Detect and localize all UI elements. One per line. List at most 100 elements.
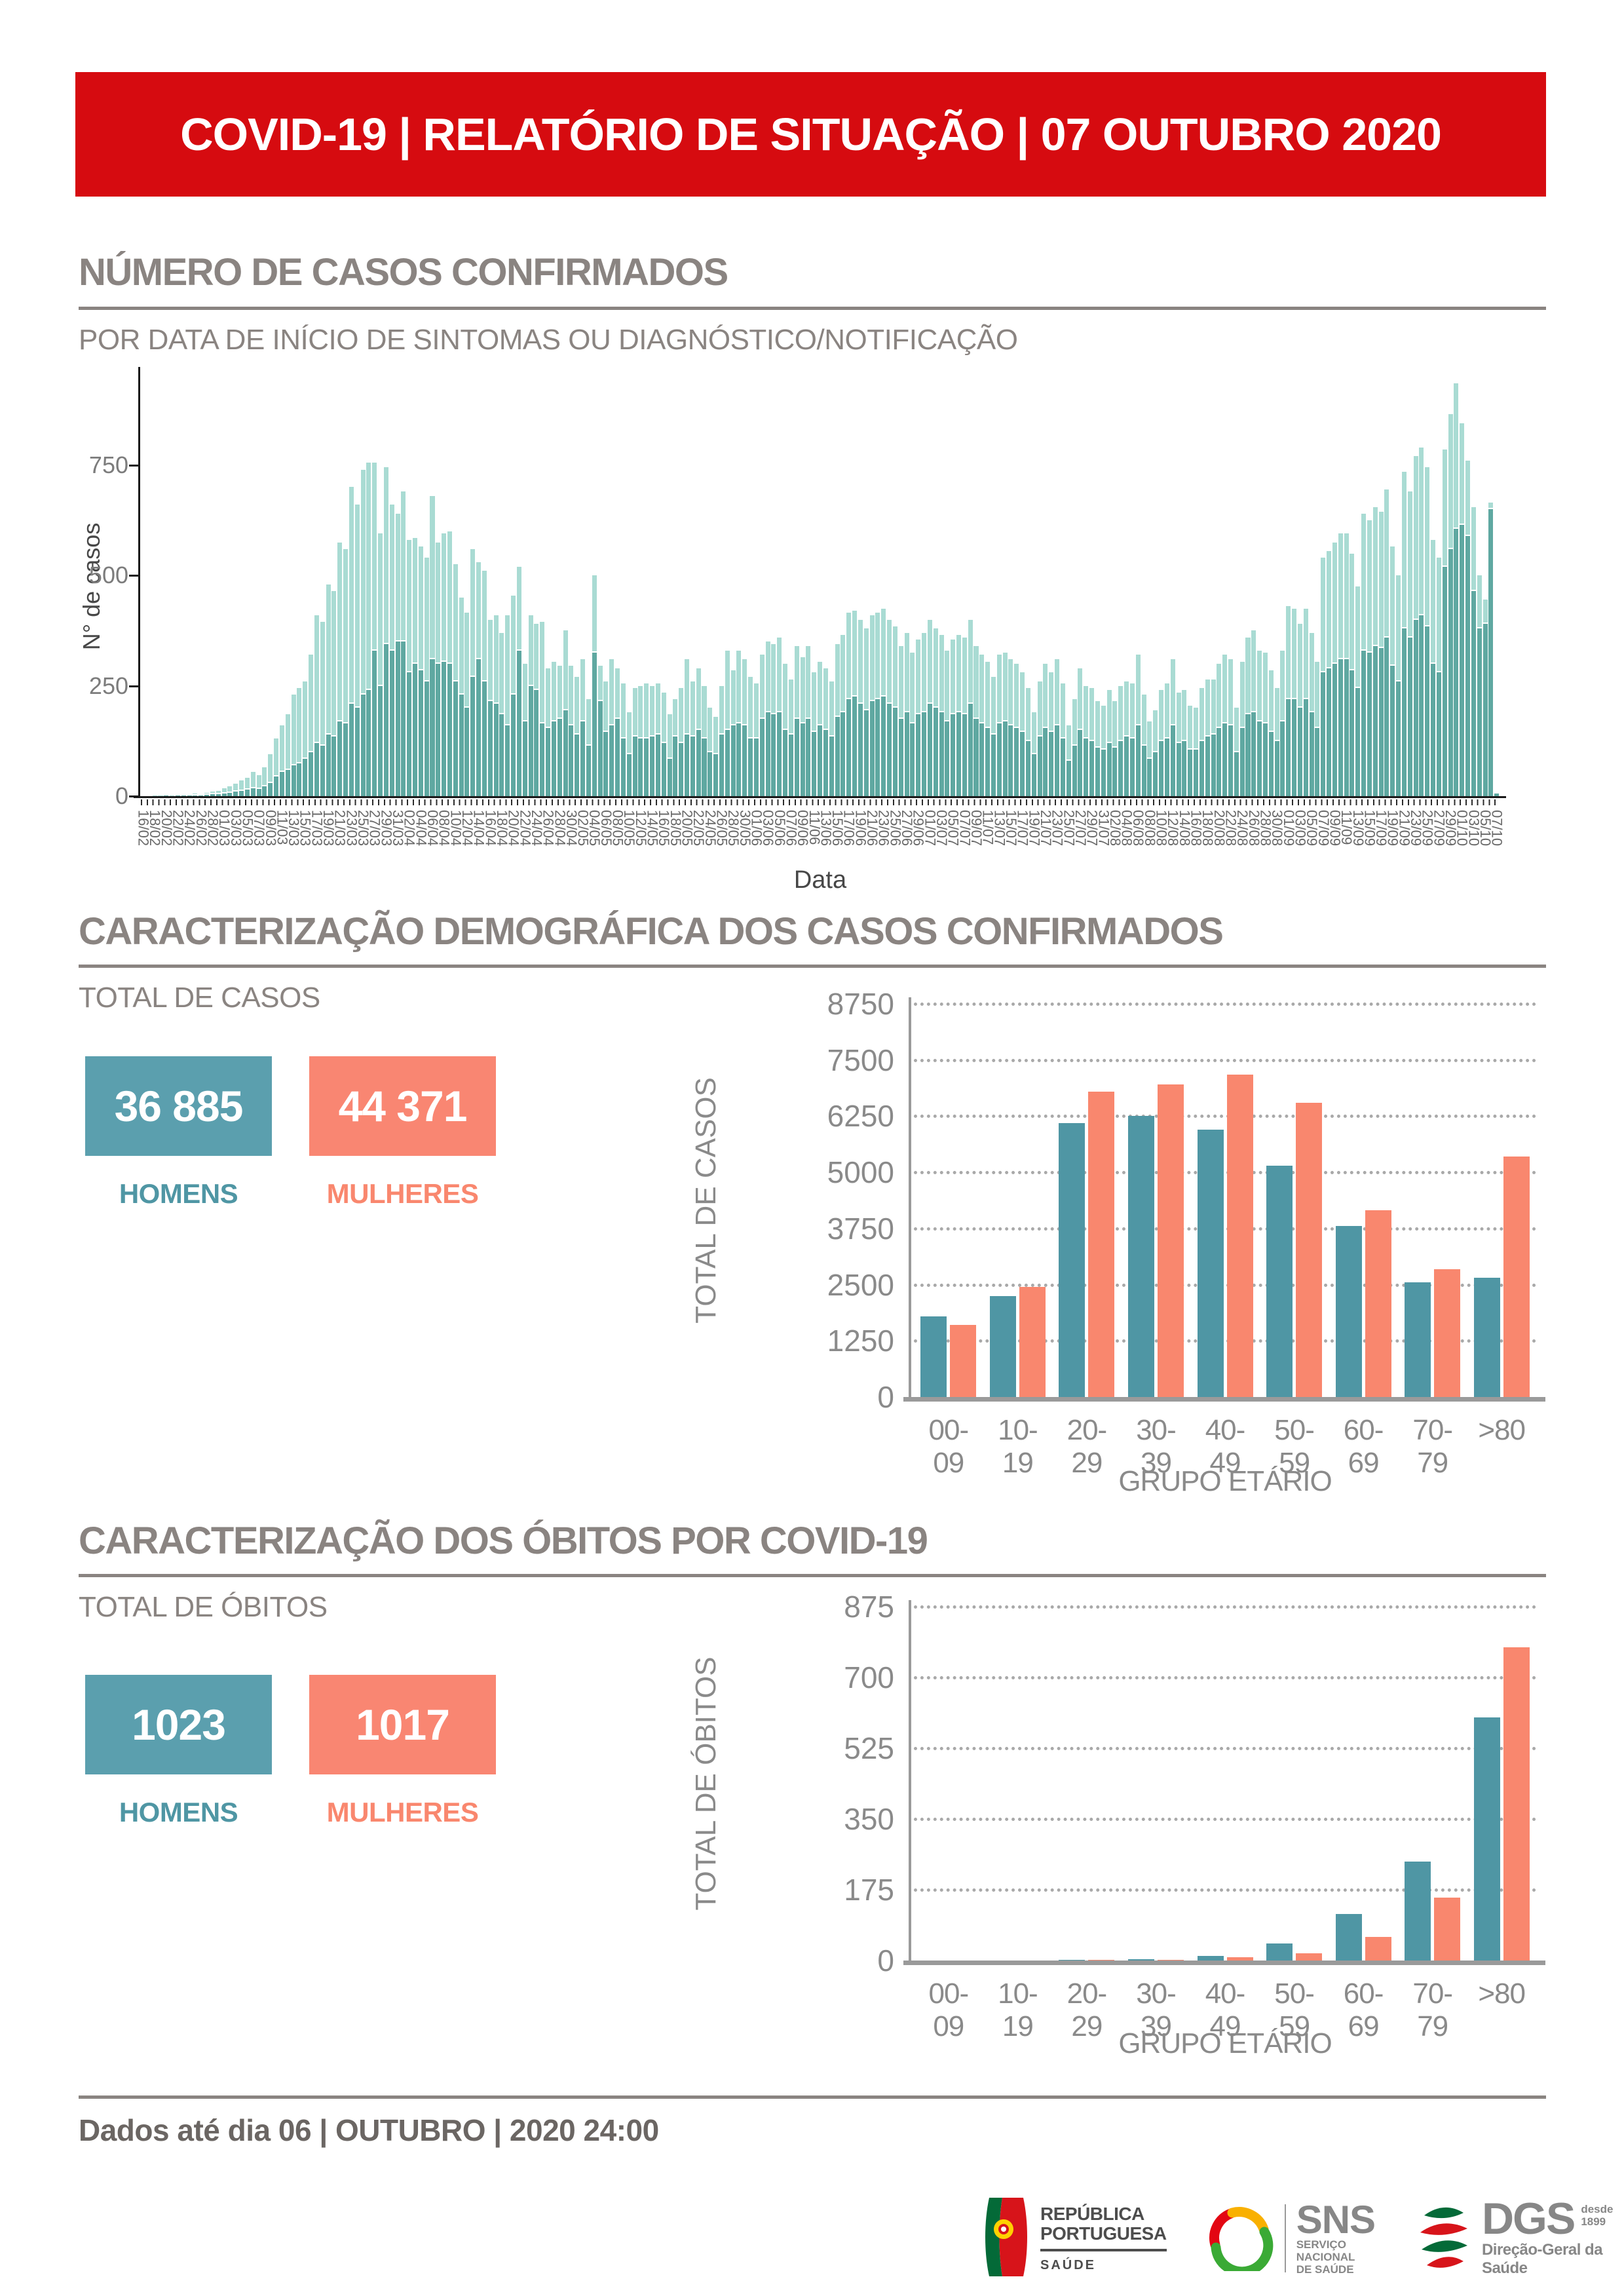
daily-bar-dark bbox=[1205, 735, 1210, 796]
daily-bar-light bbox=[285, 714, 290, 796]
daily-bar-dark bbox=[349, 702, 354, 796]
chart1-x-tick-label: 05/10 bbox=[1477, 810, 1494, 847]
daily-bar-dark bbox=[800, 721, 805, 796]
daily-bar-dark bbox=[1262, 721, 1268, 796]
chart1-x-tick-label: 29/07 bbox=[1084, 810, 1101, 847]
chart1-x-tick-label: 10/08 bbox=[1153, 810, 1170, 847]
chart3-bar-mulheres bbox=[1365, 1937, 1391, 1961]
chart2-y-tick-label: 2500 bbox=[827, 1267, 894, 1302]
chart2-category-label: 10-19 bbox=[998, 1414, 1038, 1479]
daily-bar-dark bbox=[360, 693, 366, 796]
daily-bar-dark bbox=[1222, 721, 1228, 796]
daily-bar-dark bbox=[378, 684, 383, 796]
chart1-y-tick-mark bbox=[129, 795, 138, 797]
daily-bar-dark bbox=[198, 794, 204, 796]
chart1-x-tick-label: 20/04 bbox=[505, 810, 522, 847]
chart3-y-axis-title: TOTAL DE ÓBITOS bbox=[690, 1656, 722, 1911]
daily-bar-dark bbox=[661, 742, 666, 796]
daily-bar-dark bbox=[447, 662, 452, 796]
chart2-category-label: 40-49 bbox=[1205, 1414, 1246, 1479]
chart1-x-tick-label: 09/03 bbox=[262, 810, 279, 847]
daily-bar-light bbox=[326, 584, 331, 796]
chart1-x-tick-label: 11/07 bbox=[979, 810, 996, 845]
daily-bar-dark bbox=[1228, 724, 1234, 796]
chart2-gridline bbox=[914, 1003, 1536, 1006]
daily-bar-dark bbox=[898, 718, 903, 796]
daily-bar-dark bbox=[557, 718, 562, 796]
daily-bar-dark bbox=[1153, 750, 1158, 796]
chart1-x-tick-label: 15/07 bbox=[1003, 810, 1019, 847]
stat-men-cases-label: HOMENS bbox=[119, 1178, 238, 1209]
daily-bar-light bbox=[540, 621, 545, 796]
daily-bar-dark bbox=[1431, 662, 1436, 796]
chart1-x-tick-label: 05/07 bbox=[945, 810, 962, 847]
daily-bar-dark bbox=[470, 676, 476, 796]
chart2-bar-homens bbox=[1405, 1282, 1431, 1397]
daily-bar-dark bbox=[337, 719, 343, 796]
daily-bar-dark bbox=[1014, 726, 1019, 796]
chart1-x-tick-label: 14/08 bbox=[1176, 810, 1193, 847]
daily-bar-dark bbox=[968, 702, 973, 796]
daily-bar-dark bbox=[476, 658, 482, 796]
chart1-x-tick-label: 10/04 bbox=[447, 810, 464, 847]
daily-bar-light bbox=[303, 681, 308, 796]
chart2-gridline bbox=[914, 1227, 1536, 1231]
daily-bar-dark bbox=[1390, 664, 1395, 796]
chart1-x-tick-label: 17/09 bbox=[1373, 810, 1390, 847]
report-title: COVID-19 | RELATÓRIO DE SITUAÇÃO | 07 OU… bbox=[180, 109, 1442, 160]
daily-bar-dark bbox=[493, 702, 499, 796]
chart1-x-tick-label: 21/07 bbox=[1038, 810, 1054, 847]
chart1-x-axis-ticks bbox=[141, 799, 1500, 805]
daily-bar-dark bbox=[1309, 711, 1314, 796]
daily-bar-dark bbox=[962, 713, 967, 796]
chart1-x-tick-label: 21/09 bbox=[1396, 810, 1413, 847]
chart1-x-tick-label: 27/03 bbox=[366, 810, 383, 847]
daily-bar-dark bbox=[806, 718, 811, 796]
daily-bar-dark bbox=[632, 735, 637, 796]
section-cases-rule bbox=[79, 307, 1546, 310]
daily-bar-dark bbox=[331, 735, 337, 796]
footer-logos: REPÚBLICA PORTUGUESA SAÚDE SNS SERVIÇO N… bbox=[983, 2186, 1613, 2291]
daily-bar-dark bbox=[418, 669, 423, 796]
chart3-category-label: 60-69 bbox=[1343, 1978, 1384, 2042]
chart3-y-tick-label: 0 bbox=[877, 1943, 894, 1978]
daily-bar-dark bbox=[528, 684, 533, 796]
chart1-x-tick-label: 18/02 bbox=[147, 810, 164, 847]
chart2-bar-mulheres bbox=[1365, 1210, 1391, 1397]
daily-bar-dark bbox=[846, 697, 852, 796]
chart1-x-tick-label: 28/04 bbox=[552, 810, 569, 847]
chart1-x-tick-label: 03/03 bbox=[227, 810, 244, 847]
chart1-x-tick-label: 16/04 bbox=[482, 810, 499, 847]
daily-bar-dark bbox=[1286, 697, 1291, 796]
chart1-x-tick-label: 06/08 bbox=[1130, 810, 1147, 847]
daily-bar-dark bbox=[933, 706, 938, 796]
daily-bar-dark bbox=[1257, 719, 1262, 796]
chart1-x-tick-label: 07/03 bbox=[251, 810, 268, 847]
daily-bar-dark bbox=[1448, 547, 1453, 796]
daily-bar-light bbox=[748, 677, 753, 796]
daily-bar-dark bbox=[592, 651, 597, 796]
daily-bar-dark bbox=[516, 649, 521, 796]
daily-bar-dark bbox=[459, 693, 464, 796]
republica-portuguesa-flag-icon bbox=[983, 2196, 1030, 2281]
daily-bar-dark bbox=[1008, 724, 1013, 796]
daily-bar-dark bbox=[829, 735, 834, 796]
section-deaths-title: CARACTERIZAÇÃO DOS ÓBITOS POR COVID-19 bbox=[79, 1520, 928, 1562]
logo-sns: SNS SERVIÇO NACIONAL DE SAÚDE bbox=[1206, 2200, 1376, 2276]
daily-bar-dark bbox=[389, 649, 394, 796]
daily-bar-dark bbox=[1182, 739, 1187, 796]
daily-bar-dark bbox=[1436, 671, 1441, 796]
daily-bar-light bbox=[268, 754, 273, 796]
sns-swirl-icon bbox=[1206, 2203, 1274, 2276]
chart2-y-tick-label: 8750 bbox=[827, 987, 894, 1021]
chart1-x-tick-label: 15/03 bbox=[297, 810, 314, 847]
chart2-bar-mulheres bbox=[1088, 1091, 1115, 1397]
daily-bar-dark bbox=[1350, 669, 1355, 796]
chart1-x-tick-label: 06/05 bbox=[597, 810, 614, 847]
chart1-x-tick-label: 22/08 bbox=[1222, 810, 1239, 847]
daily-bar-dark bbox=[644, 737, 649, 796]
daily-bar-light bbox=[233, 784, 238, 796]
daily-bar-dark bbox=[673, 735, 678, 796]
chart1-x-tick-label: 08/05 bbox=[609, 810, 626, 847]
daily-bar-light bbox=[407, 540, 412, 796]
